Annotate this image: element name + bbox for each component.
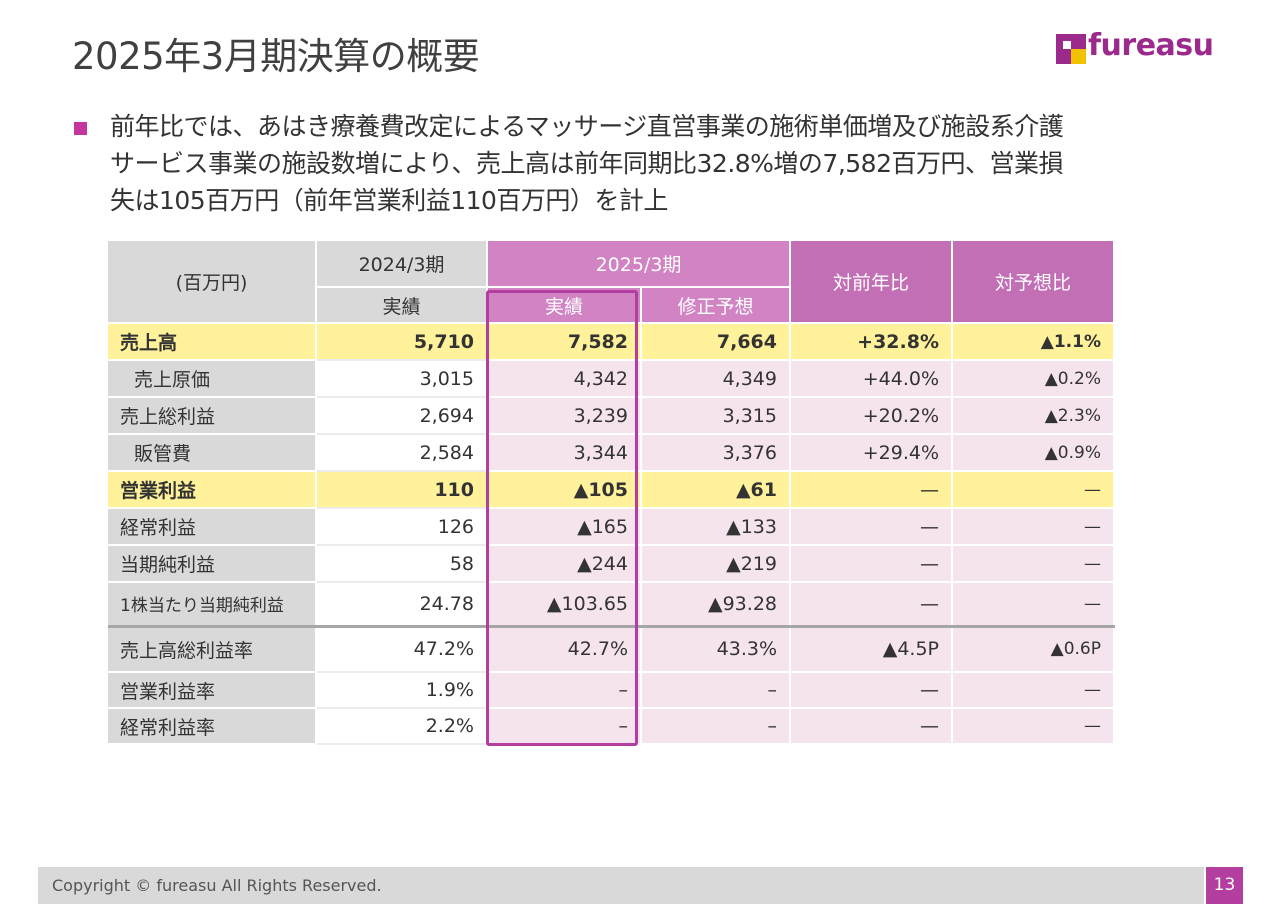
value-vs-forecast: —	[952, 582, 1115, 627]
summary-bullet: 前年比では、あはき療養費改定によるマッサージ直営事業の施術単価増及び施設系介護 …	[72, 108, 1212, 219]
value-yoy: —	[790, 582, 953, 627]
financial-summary-table: (百万円) 2024/3期 2025/3期 対前年比 対予想比 実績 実績 修正…	[108, 241, 1115, 745]
value-vs-forecast: —	[952, 471, 1115, 509]
value-2024: 3,015	[316, 360, 488, 398]
subheader-forecast: 修正予想	[641, 287, 791, 324]
value-2025: ▲165	[487, 508, 642, 546]
company-logo: fureasu	[1056, 28, 1216, 68]
value-vs-forecast: —	[952, 672, 1115, 709]
value-forecast: –	[641, 672, 791, 709]
table-row: 売上総利益 2,694 3,239 3,315 +20.2% ▲2.3%	[108, 397, 1115, 435]
subheader-actual-2025: 実績	[487, 287, 642, 324]
value-yoy: —	[790, 508, 953, 546]
logo-mark-icon	[1056, 34, 1086, 64]
value-vs-forecast: —	[952, 508, 1115, 546]
value-2024: 1.9%	[316, 672, 488, 709]
table-row: 経常利益率 2.2% – – — —	[108, 708, 1115, 745]
summary-line: 前年比では、あはき療養費改定によるマッサージ直営事業の施術単価増及び施設系介護	[110, 112, 1064, 141]
value-vs-forecast: —	[952, 545, 1115, 583]
value-yoy: +32.8%	[790, 323, 953, 361]
value-vs-forecast: ▲1.1%	[952, 323, 1115, 361]
value-2024: 110	[316, 471, 488, 509]
row-label: 売上原価	[108, 360, 317, 398]
header-vs-forecast: 対予想比	[952, 241, 1115, 324]
value-2025: 7,582	[487, 323, 642, 361]
row-label: 経常利益率	[108, 708, 317, 745]
value-yoy: —	[790, 708, 953, 745]
value-2025: ▲105	[487, 471, 642, 509]
value-vs-forecast: —	[952, 708, 1115, 745]
value-yoy: ▲4.5P	[790, 624, 953, 673]
value-forecast: ▲61	[641, 471, 791, 509]
value-2024: 5,710	[316, 323, 488, 361]
value-2024: 2.2%	[316, 708, 488, 745]
summary-text: 前年比では、あはき療養費改定によるマッサージ直営事業の施術単価増及び施設系介護 …	[110, 108, 1212, 219]
value-2024: 126	[316, 508, 488, 546]
value-yoy: +20.2%	[790, 397, 953, 435]
row-label: 営業利益率	[108, 672, 317, 709]
unit-header: (百万円)	[108, 241, 317, 324]
table-row: 経常利益 126 ▲165 ▲133 — —	[108, 508, 1115, 546]
header-2024: 2024/3期	[316, 241, 488, 288]
value-2025: ▲103.65	[487, 582, 642, 627]
header-yoy: 対前年比	[790, 241, 953, 324]
value-2025: 42.7%	[487, 624, 642, 673]
row-label: 営業利益	[108, 471, 317, 509]
value-forecast: 43.3%	[641, 624, 791, 673]
value-forecast: 3,315	[641, 397, 791, 435]
value-2025: 3,239	[487, 397, 642, 435]
logo-text: fureasu	[1088, 28, 1214, 63]
value-yoy: +44.0%	[790, 360, 953, 398]
value-vs-forecast: ▲0.2%	[952, 360, 1115, 398]
value-2025: 3,344	[487, 434, 642, 472]
table-row: 営業利益 110 ▲105 ▲61 — —	[108, 471, 1115, 509]
value-vs-forecast: ▲0.9%	[952, 434, 1115, 472]
value-2024: 24.78	[316, 582, 488, 627]
value-2024: 58	[316, 545, 488, 583]
table-row: 売上高 5,710 7,582 7,664 +32.8% ▲1.1%	[108, 323, 1115, 361]
value-2024: 47.2%	[316, 624, 488, 673]
value-vs-forecast: ▲0.6P	[952, 624, 1115, 673]
page-number: 13	[1206, 867, 1243, 904]
table-row: 販管費 2,584 3,344 3,376 +29.4% ▲0.9%	[108, 434, 1115, 472]
subheader-actual-2024: 実績	[316, 287, 488, 324]
row-label: 経常利益	[108, 508, 317, 546]
value-2025: ▲244	[487, 545, 642, 583]
value-forecast: –	[641, 708, 791, 745]
value-forecast: ▲133	[641, 508, 791, 546]
value-forecast: 3,376	[641, 434, 791, 472]
page-title: 2025年3月期決算の概要	[72, 35, 480, 78]
footer-bar: Copyright © fureasu All Rights Reserved.	[38, 867, 1204, 904]
value-yoy: —	[790, 545, 953, 583]
header-2025: 2025/3期	[487, 241, 791, 288]
value-yoy: —	[790, 471, 953, 509]
row-label: 1株当たり当期純利益	[108, 582, 317, 627]
row-label: 売上総利益	[108, 397, 317, 435]
table-row: 1株当たり当期純利益 24.78 ▲103.65 ▲93.28 — —	[108, 582, 1115, 627]
value-yoy: —	[790, 672, 953, 709]
value-2025: –	[487, 672, 642, 709]
value-forecast: 4,349	[641, 360, 791, 398]
row-label: 売上高総利益率	[108, 624, 317, 673]
summary-line: 失は105百万円（前年営業利益110百万円）を計上	[110, 186, 668, 215]
value-forecast: ▲219	[641, 545, 791, 583]
table-row: 売上高総利益率 47.2% 42.7% 43.3% ▲4.5P ▲0.6P	[108, 624, 1115, 673]
row-label: 販管費	[108, 434, 317, 472]
summary-line: サービス事業の施設数増により、売上高は前年同期比32.8%増の7,582百万円、…	[110, 149, 1064, 178]
value-2024: 2,584	[316, 434, 488, 472]
value-forecast: ▲93.28	[641, 582, 791, 627]
value-2025: 4,342	[487, 360, 642, 398]
row-label: 当期純利益	[108, 545, 317, 583]
value-2025: –	[487, 708, 642, 745]
table-row: 売上原価 3,015 4,342 4,349 +44.0% ▲0.2%	[108, 360, 1115, 398]
table-row: 当期純利益 58 ▲244 ▲219 — —	[108, 545, 1115, 583]
copyright-text: Copyright © fureasu All Rights Reserved.	[52, 876, 382, 895]
value-vs-forecast: ▲2.3%	[952, 397, 1115, 435]
row-label: 売上高	[108, 323, 317, 361]
value-yoy: +29.4%	[790, 434, 953, 472]
table-row: 営業利益率 1.9% – – — —	[108, 672, 1115, 709]
value-forecast: 7,664	[641, 323, 791, 361]
bullet-square-icon	[74, 122, 87, 135]
value-2024: 2,694	[316, 397, 488, 435]
